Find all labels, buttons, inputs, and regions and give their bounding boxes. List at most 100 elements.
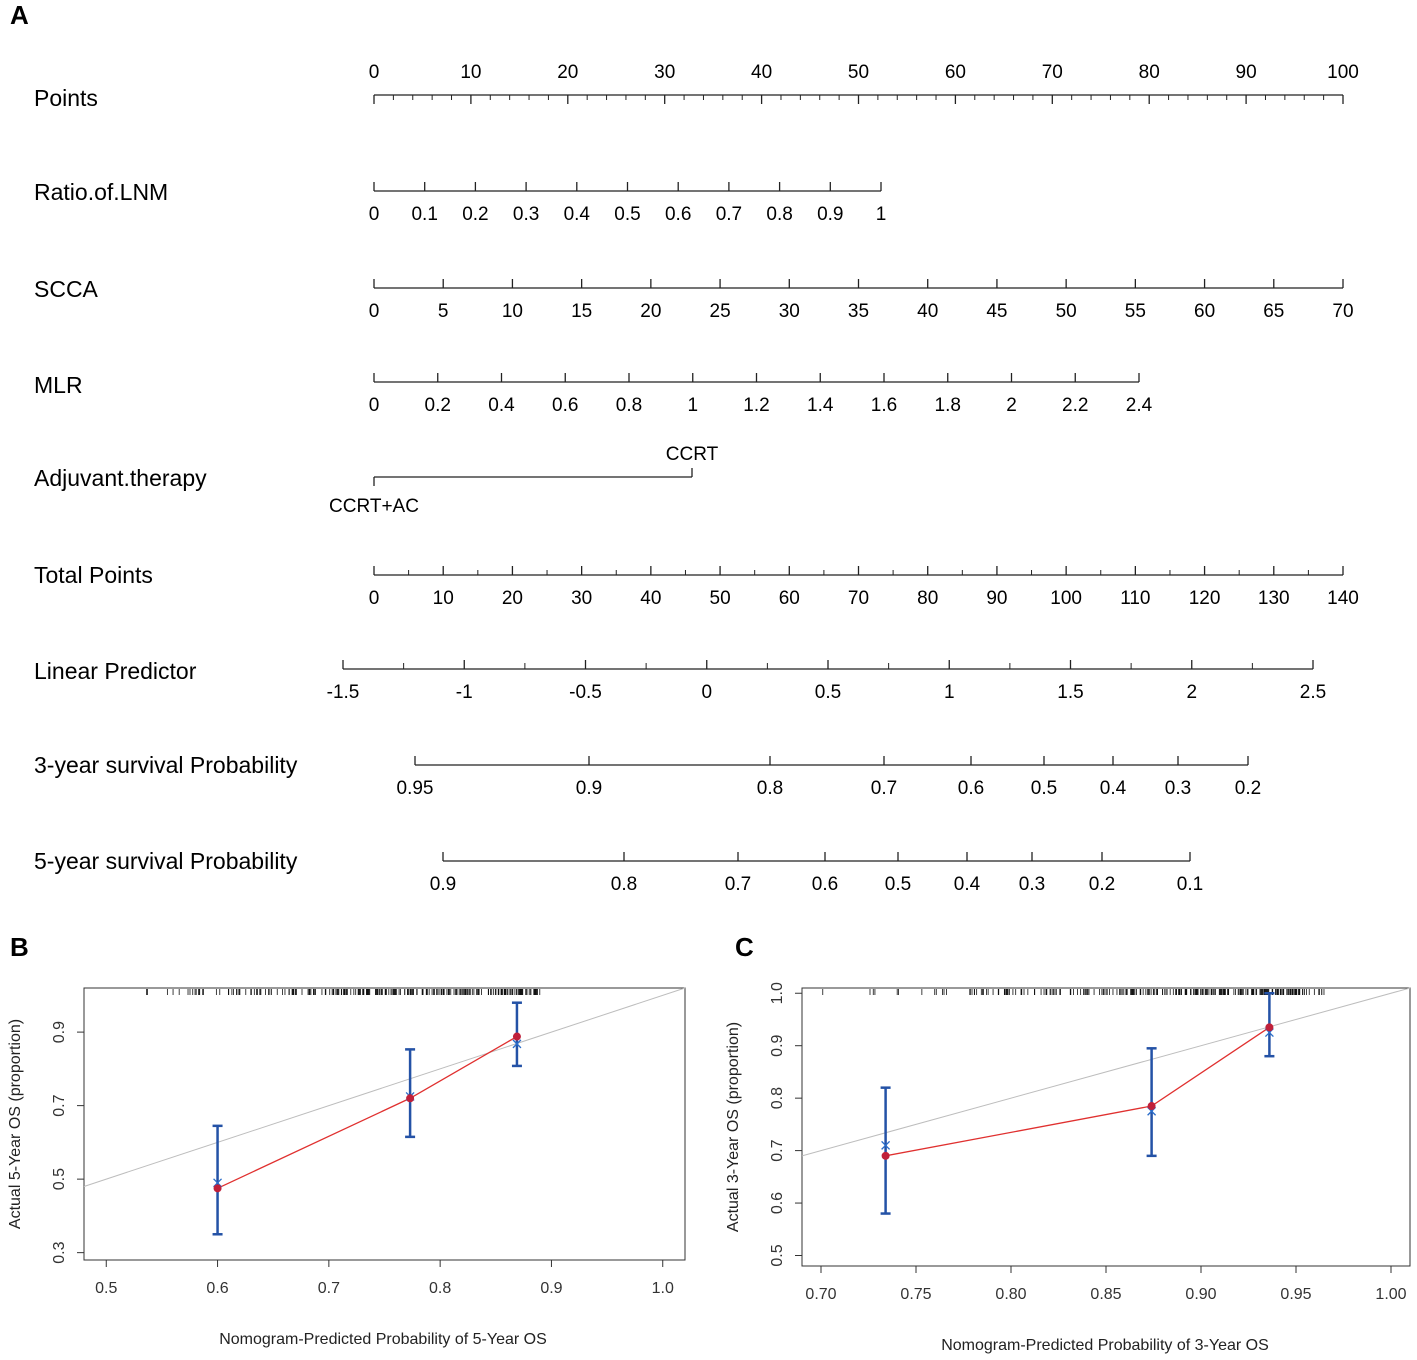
tick-label-points: 30: [654, 62, 675, 83]
x-tick-label: 0.90: [1185, 1286, 1216, 1303]
tick-label-lp: 0: [701, 682, 712, 703]
x-tick-label: 0.7: [318, 1280, 340, 1297]
tick-label-total: 30: [571, 588, 592, 609]
tick-label-total: 60: [779, 588, 800, 609]
tick-label-mlr: 0.8: [616, 395, 642, 416]
tick-label-surv5: 0.7: [725, 874, 751, 895]
panel-letter-a: A: [10, 0, 29, 30]
tick-label-lp: -0.5: [569, 682, 602, 703]
y-tick-label: 0.3: [51, 1241, 68, 1263]
tick-label-surv5: 0.9: [430, 874, 456, 895]
tick-label-lp: 1.5: [1057, 682, 1083, 703]
tick-label-scca: 15: [571, 301, 592, 322]
tick-label-mlr: 1: [687, 395, 698, 416]
tick-label-points: 80: [1139, 62, 1160, 83]
row-label-adjuvant-therapy: Adjuvant.therapy: [34, 465, 207, 491]
tick-label-points: 100: [1327, 62, 1359, 83]
tick-label-scca: 20: [640, 301, 661, 322]
tick-label-lp: -1.5: [327, 682, 360, 703]
x-tick-label: 0.70: [805, 1286, 836, 1303]
tick-label-total: 120: [1189, 588, 1221, 609]
tick-label-mlr: 0.6: [552, 395, 578, 416]
tick-label-lnm: 1: [876, 204, 887, 225]
plot-frame-b: [83, 987, 686, 1261]
row-label-ratio-lnm: Ratio.of.LNM: [34, 179, 168, 205]
row-label-linear-predictor: Linear Predictor: [34, 658, 197, 684]
tick-label-mlr: 2.4: [1126, 395, 1153, 416]
tick-label-total: 50: [710, 588, 731, 609]
tick-label-surv5: 0.6: [812, 874, 838, 895]
tick-label-lnm: 0.1: [411, 204, 437, 225]
x-tick-label: 0.80: [995, 1286, 1026, 1303]
tick-label-surv5: 0.5: [885, 874, 911, 895]
tick-label-mlr: 0.4: [488, 395, 515, 416]
tick-label-scca: 45: [986, 301, 1007, 322]
tick-label-lnm: 0.2: [462, 204, 488, 225]
tick-label-mlr: 1.4: [807, 395, 834, 416]
observed-point: [1265, 1023, 1274, 1032]
x-tick-label: 0.6: [206, 1280, 228, 1297]
tick-label-lnm: 0.6: [665, 204, 691, 225]
tick-label-total: 10: [433, 588, 454, 609]
panel-letter-b: B: [10, 932, 29, 962]
observed-line: [885, 1026, 1270, 1157]
x-axis-label-b: Nomogram-Predicted Probability of 5-Year…: [219, 1331, 547, 1348]
tick-label-surv3: 0.5: [1031, 778, 1057, 799]
y-tick-label: 0.8: [769, 1087, 786, 1109]
tick-label-scca: 55: [1125, 301, 1146, 322]
tick-label-lnm: 0: [369, 204, 380, 225]
x-tick-label: 0.9: [540, 1280, 562, 1297]
y-tick-label: 0.9: [51, 1021, 68, 1043]
tick-label-lnm: 0.7: [716, 204, 742, 225]
tick-label-surv3: 0.7: [871, 778, 897, 799]
y-tick-label: 0.6: [769, 1192, 786, 1214]
x-tick-label: 1.00: [1375, 1286, 1406, 1303]
row-label-scca: SCCA: [34, 276, 99, 302]
tick-label-ccrt: CCRT: [666, 444, 719, 465]
ideal-line: [83, 987, 686, 1187]
x-tick-label: 0.95: [1280, 1286, 1311, 1303]
observed-point: [881, 1151, 890, 1160]
tick-label-total: 110: [1120, 588, 1150, 609]
tick-label-scca: 60: [1194, 301, 1215, 322]
tick-label-mlr: 1.6: [871, 395, 897, 416]
tick-label-lp: 2: [1186, 682, 1197, 703]
calibration-plot-3yr: Nomogram-Predicted Probability of 3-Year…: [725, 982, 1411, 1354]
tick-label-scca: 25: [710, 301, 731, 322]
y-axis-label-b: Actual 5-Year OS (proportion): [7, 1019, 24, 1229]
tick-label-surv5: 0.2: [1089, 874, 1115, 895]
nomogram-labels: Points Ratio.of.LNM SCCA MLR Adjuvant.th…: [34, 85, 298, 874]
tick-label-total: 100: [1050, 588, 1082, 609]
tick-label-total: 90: [986, 588, 1007, 609]
tick-label-scca: 35: [848, 301, 869, 322]
row-label-5yr-survival: 5-year survival Probability: [34, 848, 298, 874]
row-label-total-points: Total Points: [34, 562, 153, 588]
tick-label-points: 70: [1042, 62, 1063, 83]
tick-label-lnm: 0.5: [614, 204, 640, 225]
tick-label-points: 40: [751, 62, 772, 83]
tick-label-total: 40: [640, 588, 661, 609]
y-tick-label: 1.0: [769, 982, 786, 1004]
tick-label-mlr: 1.8: [935, 395, 961, 416]
observed-point: [406, 1094, 415, 1103]
tick-label-scca: 5: [438, 301, 449, 322]
tick-label-mlr: 1.2: [743, 395, 769, 416]
tick-label-mlr: 2.2: [1062, 395, 1088, 416]
tick-label-surv3: 0.6: [958, 778, 984, 799]
tick-label-surv5: 0.3: [1019, 874, 1045, 895]
tick-label-scca: 70: [1332, 301, 1353, 322]
tick-label-surv5: 0.1: [1177, 874, 1203, 895]
observed-point: [512, 1032, 521, 1041]
tick-label-points: 0: [369, 62, 380, 83]
panel-letter-c: C: [735, 932, 754, 962]
tick-label-total: 20: [502, 588, 523, 609]
tick-label-scca: 0: [369, 301, 380, 322]
row-label-points: Points: [34, 85, 98, 111]
tick-label-scca: 40: [917, 301, 938, 322]
tick-label-lnm: 0.3: [513, 204, 539, 225]
row-label-mlr: MLR: [34, 372, 83, 398]
observed-point: [1147, 1102, 1156, 1111]
tick-label-lnm: 0.4: [564, 204, 591, 225]
